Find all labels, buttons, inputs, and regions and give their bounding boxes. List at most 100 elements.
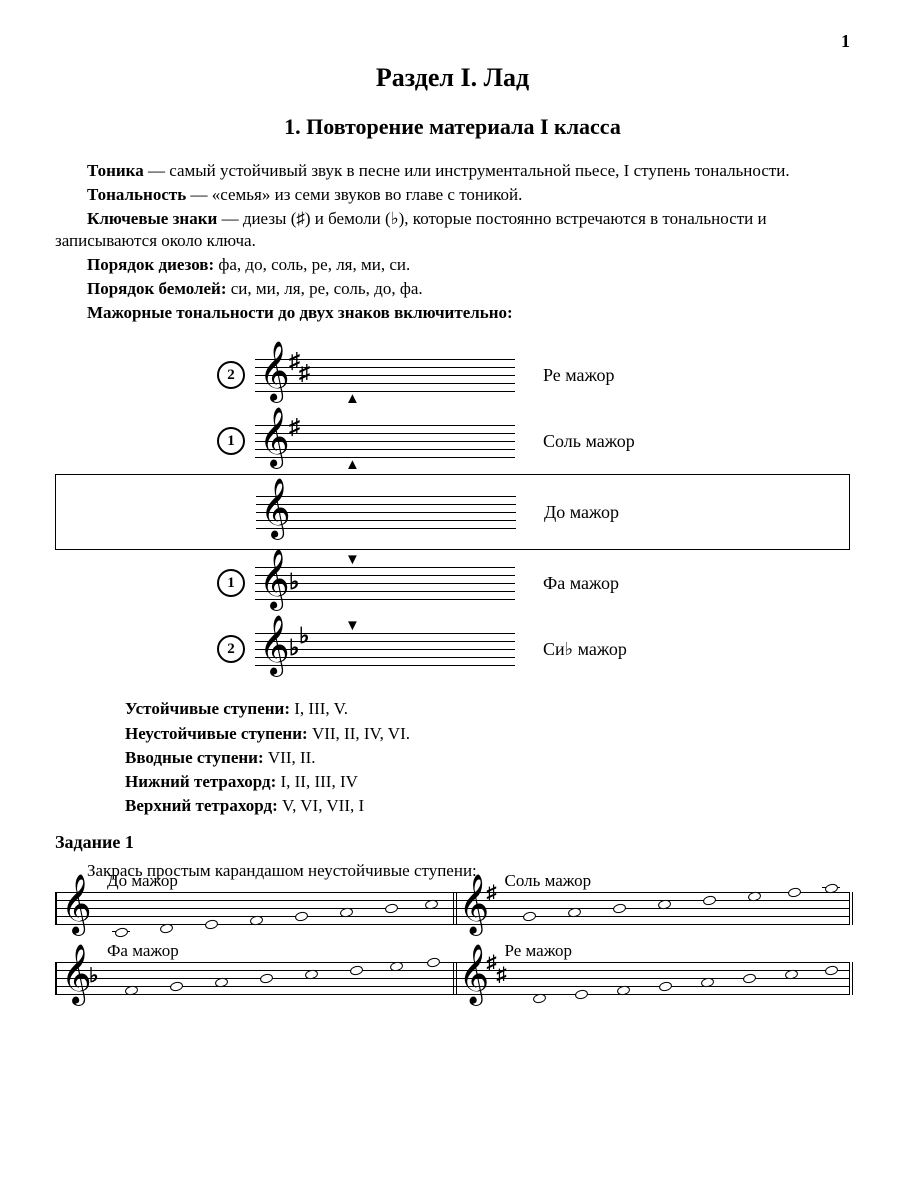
treble-clef-icon: 𝄞 bbox=[61, 879, 92, 931]
staff-col: 𝄞♭▼ bbox=[255, 567, 515, 599]
exercise-block: До мажор𝄞Соль мажор𝄞♯Фа мажор𝄞♭Ре мажор𝄞… bbox=[55, 892, 850, 994]
term-text: — самый устойчивый звук в песне или инст… bbox=[144, 161, 790, 180]
order-label: Порядок диезов: bbox=[87, 255, 214, 274]
whole-note bbox=[784, 969, 799, 981]
degree-label: Устойчивые ступени: bbox=[125, 699, 290, 718]
key-row: 2 𝄞♯♯▲Ре мажор bbox=[55, 342, 850, 408]
num-badge: 2 bbox=[217, 635, 245, 663]
sharp-icon: ♯ bbox=[299, 362, 310, 384]
key-label: Фа мажор bbox=[515, 572, 619, 595]
section-title: Раздел I. Лад bbox=[55, 61, 850, 95]
num-col: 2 bbox=[55, 635, 255, 663]
treble-clef-icon: 𝄞 bbox=[259, 620, 290, 672]
sharp-icon: ♯ bbox=[497, 965, 507, 985]
definition: Ключевые знаки — диезы (♯) и бемоли (♭),… bbox=[55, 208, 850, 252]
whole-note bbox=[384, 903, 399, 915]
flat-icon: ♭ bbox=[289, 637, 299, 659]
exercise-half: Фа мажор𝄞♭ bbox=[55, 962, 453, 994]
order-label: Порядок бемолей: bbox=[87, 279, 227, 298]
whole-note bbox=[747, 891, 762, 903]
staff-col: 𝄞♭♭▼ bbox=[255, 633, 515, 665]
whole-note bbox=[424, 899, 439, 911]
staff-col: 𝄞♯♯▲ bbox=[255, 359, 515, 391]
whole-note bbox=[616, 985, 631, 997]
num-badge: 1 bbox=[217, 427, 245, 455]
barline bbox=[55, 962, 57, 995]
exercise-staff: 𝄞 bbox=[55, 892, 453, 924]
whole-note bbox=[339, 907, 354, 919]
arrow-up-icon: ▲ bbox=[345, 456, 360, 476]
treble-clef-icon: 𝄞 bbox=[259, 346, 290, 398]
key-row: 1𝄞♭▼Фа мажор bbox=[55, 550, 850, 616]
degree-lines: Устойчивые ступени: I, III, V.Неустойчив… bbox=[125, 698, 850, 816]
whole-note bbox=[700, 977, 715, 989]
degree-line: Неустойчивые ступени: VII, II, IV, VI. bbox=[125, 723, 850, 745]
treble-clef-icon: 𝄞 bbox=[61, 949, 92, 1001]
staff: 𝄞♯▲ bbox=[255, 425, 515, 457]
whole-note bbox=[787, 887, 802, 899]
whole-note bbox=[259, 973, 274, 985]
degree-text: V, VI, VII, I bbox=[278, 796, 364, 815]
degree-line: Верхний тетрахорд: V, VI, VII, I bbox=[125, 795, 850, 817]
key-row: 1 𝄞♯▲Соль мажор bbox=[55, 408, 850, 474]
degree-text: VII, II. bbox=[264, 748, 316, 767]
orders-block: Порядок диезов: фа, до, соль, ре, ля, ми… bbox=[55, 254, 850, 300]
whole-note bbox=[658, 981, 673, 993]
whole-note bbox=[124, 985, 139, 997]
term: Ключевые знаки bbox=[87, 209, 217, 228]
key-label: Си♭ мажор bbox=[515, 638, 627, 661]
exercise-staff: 𝄞♯♯ bbox=[453, 962, 851, 994]
whole-note bbox=[824, 883, 839, 895]
degree-text: I, II, III, IV bbox=[276, 772, 358, 791]
definition: Тональность — «семья» из семи звуков во … bbox=[55, 184, 850, 206]
order-text: фа, до, соль, ре, ля, ми, си. bbox=[214, 255, 410, 274]
staff: 𝄞♭♭▼ bbox=[255, 633, 515, 665]
flat-icon: ♭ bbox=[299, 625, 309, 647]
whole-note bbox=[304, 969, 319, 981]
num-col: 2 bbox=[55, 361, 255, 389]
sharp-icon: ♯ bbox=[487, 883, 497, 903]
whole-note bbox=[389, 961, 404, 973]
double-barline bbox=[849, 892, 851, 925]
sharp-icon: ♯ bbox=[289, 416, 300, 438]
major-keys-heading: Мажорные тональности до двух знаков вклю… bbox=[87, 303, 513, 322]
degree-label: Верхний тетрахорд: bbox=[125, 796, 278, 815]
task-heading: Задание 1 bbox=[55, 831, 850, 854]
exercise-key-label: Фа мажор bbox=[107, 940, 179, 962]
order-text: си, ми, ля, ре, соль, до, фа. bbox=[227, 279, 423, 298]
staff: 𝄞♯♯▲ bbox=[255, 359, 515, 391]
key-label: Соль мажор bbox=[515, 430, 635, 453]
flat-icon: ♭ bbox=[289, 571, 299, 593]
exercise-half: До мажор𝄞 bbox=[55, 892, 453, 924]
definition: Тоника — самый устойчивый звук в песне и… bbox=[55, 160, 850, 182]
treble-clef-icon: 𝄞 bbox=[260, 483, 291, 535]
double-barline bbox=[849, 962, 851, 995]
exercise-staff: 𝄞♭ bbox=[55, 962, 453, 994]
flat-icon: ♭ bbox=[89, 966, 98, 986]
staff: 𝄞 bbox=[256, 496, 516, 528]
degree-label: Нижний тетрахорд: bbox=[125, 772, 276, 791]
key-row: 𝄞До мажор bbox=[55, 474, 850, 550]
exercise-half: Соль мажор𝄞♯ bbox=[453, 892, 851, 924]
whole-note bbox=[114, 927, 129, 939]
degree-line: Нижний тетрахорд: I, II, III, IV bbox=[125, 771, 850, 793]
degree-label: Неустойчивые ступени: bbox=[125, 724, 308, 743]
term: Тоника bbox=[87, 161, 144, 180]
key-label: Ре мажор bbox=[515, 364, 615, 387]
term: Тональность bbox=[87, 185, 186, 204]
staff-col: 𝄞 bbox=[256, 496, 516, 528]
degree-text: VII, II, IV, VI. bbox=[308, 724, 410, 743]
whole-note bbox=[702, 895, 717, 907]
arrow-down-icon: ▼ bbox=[345, 617, 360, 637]
term-text: — «семья» из семи звуков во главе с тони… bbox=[186, 185, 522, 204]
whole-note bbox=[249, 915, 264, 927]
definitions-block: Тоника — самый устойчивый звук в песне и… bbox=[55, 160, 850, 252]
keys-diagram: 2𝄞♯♯▲Ре мажор1𝄞♯▲Соль мажор𝄞До мажор1𝄞♭▼… bbox=[55, 342, 850, 682]
order-line: Порядок бемолей: си, ми, ля, ре, соль, д… bbox=[55, 278, 850, 300]
double-barline bbox=[453, 892, 455, 925]
staff-col: 𝄞♯▲ bbox=[255, 425, 515, 457]
barline bbox=[55, 892, 57, 925]
subsection-title: 1. Повторение материала I класса bbox=[55, 113, 850, 142]
exercise-row: До мажор𝄞Соль мажор𝄞♯ bbox=[55, 892, 850, 924]
num-badge: 2 bbox=[217, 361, 245, 389]
